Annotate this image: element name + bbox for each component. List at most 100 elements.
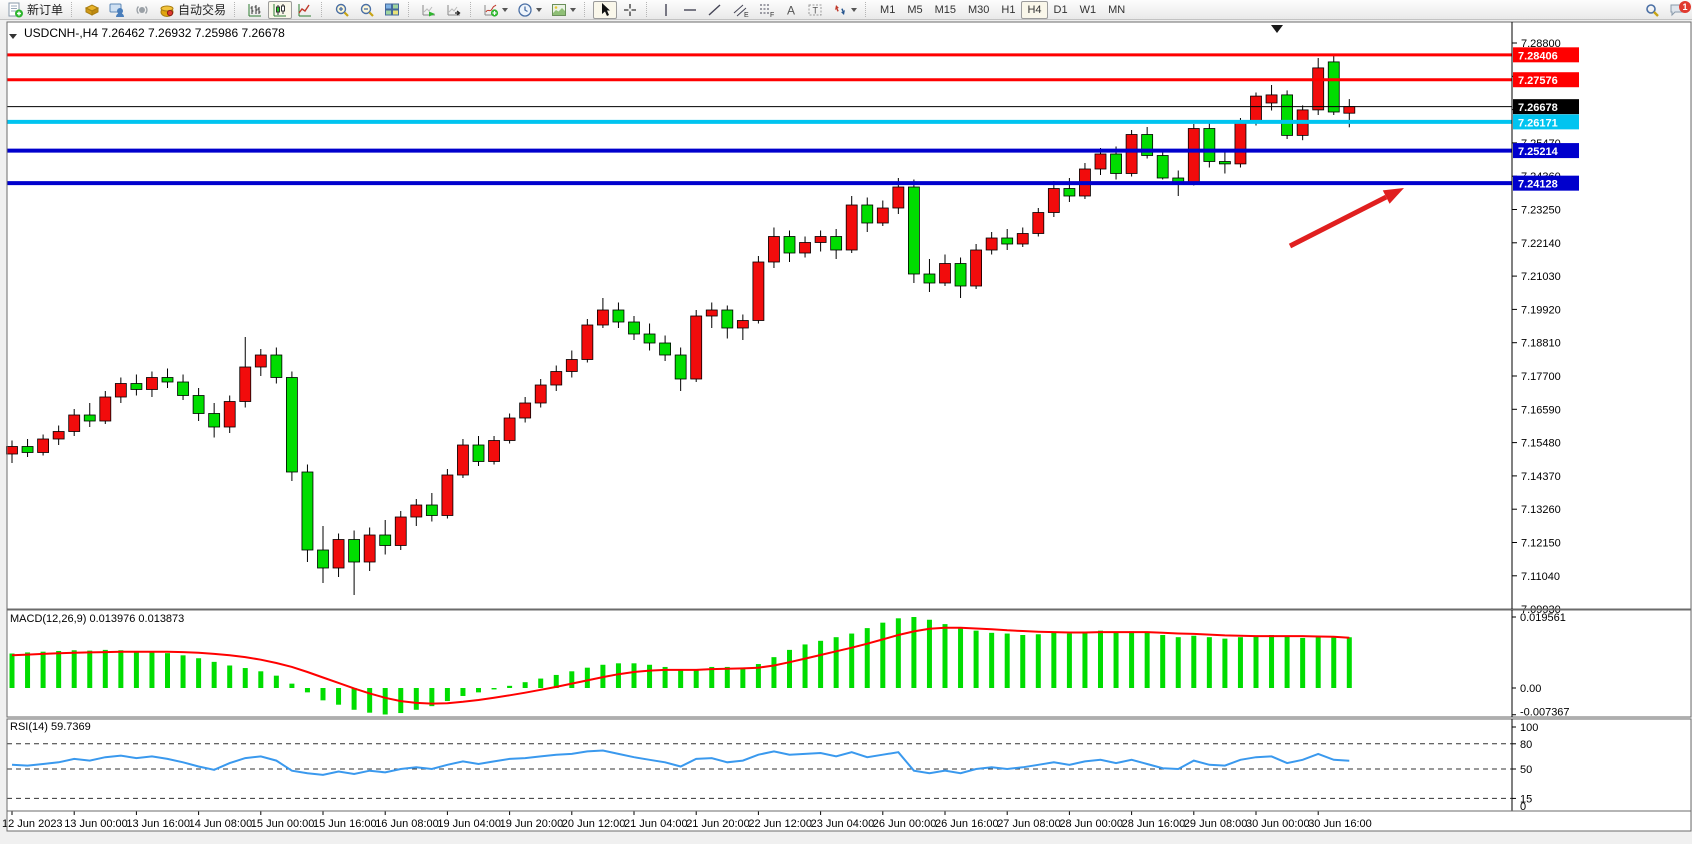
timeframe-M15[interactable]: M15 bbox=[929, 1, 962, 19]
candle bbox=[270, 354, 283, 378]
timeframe-M1[interactable]: M1 bbox=[874, 1, 901, 19]
candle bbox=[1343, 106, 1356, 114]
candle bbox=[939, 263, 951, 284]
vertical-line-tool-button[interactable] bbox=[655, 1, 677, 19]
autotrading-button[interactable]: 自动交易 bbox=[155, 1, 230, 19]
toolbar-separator bbox=[234, 2, 239, 17]
candle bbox=[1063, 188, 1076, 197]
svg-text:23 Jun 04:00: 23 Jun 04:00 bbox=[811, 818, 875, 830]
chart-shift-icon bbox=[447, 4, 461, 16]
signals-button[interactable] bbox=[130, 1, 154, 19]
candle bbox=[674, 354, 687, 380]
timeframe-M5[interactable]: M5 bbox=[901, 1, 928, 19]
chart-title: USDCNH-,H4 7.26462 7.26932 7.25986 7.266… bbox=[24, 26, 285, 40]
candle bbox=[721, 309, 734, 329]
svg-text:15 Jun 16:00: 15 Jun 16:00 bbox=[313, 818, 377, 830]
zoom-in-button[interactable] bbox=[330, 1, 354, 19]
macd-label: MACD(12,26,9) 0.013976 0.013873 bbox=[10, 613, 185, 625]
timeframe-W1[interactable]: W1 bbox=[1074, 1, 1103, 19]
bar-chart-button[interactable] bbox=[243, 1, 267, 19]
candle bbox=[1110, 153, 1122, 174]
chart-shift-button[interactable] bbox=[442, 1, 466, 19]
arrows-tool-button[interactable] bbox=[828, 1, 861, 19]
candle bbox=[348, 539, 361, 563]
svg-text:7.27576: 7.27576 bbox=[1518, 75, 1558, 87]
market-button[interactable] bbox=[80, 1, 104, 19]
timeframe-H4[interactable]: H4 bbox=[1021, 0, 1048, 19]
candle bbox=[410, 504, 423, 518]
candle bbox=[1281, 94, 1293, 136]
dropdown-arrow-icon bbox=[536, 8, 543, 15]
svg-text:F: F bbox=[770, 12, 774, 18]
svg-text:19 Jun 20:00: 19 Jun 20:00 bbox=[500, 818, 564, 830]
svg-text:7.25214: 7.25214 bbox=[1518, 146, 1559, 158]
cursor-button[interactable] bbox=[593, 0, 618, 19]
fibonacci-icon: F bbox=[760, 4, 774, 18]
candlestick-chart-button[interactable] bbox=[268, 0, 293, 19]
candle bbox=[845, 204, 858, 251]
svg-text:7.26678: 7.26678 bbox=[1518, 102, 1558, 114]
auto-scroll-button[interactable] bbox=[417, 1, 441, 19]
line-chart-button[interactable] bbox=[293, 1, 317, 19]
candle bbox=[659, 342, 671, 356]
candle bbox=[1203, 128, 1216, 162]
fibonacci-tool-button[interactable]: F bbox=[754, 1, 779, 19]
trendline-tool-button[interactable] bbox=[703, 1, 727, 19]
svg-text:14 Jun 08:00: 14 Jun 08:00 bbox=[189, 818, 253, 830]
symbol-collapse-icon[interactable] bbox=[9, 28, 17, 42]
candle bbox=[239, 366, 252, 402]
toolbar-separator bbox=[71, 2, 76, 17]
candle bbox=[954, 263, 967, 287]
crosshair-button[interactable] bbox=[618, 1, 642, 19]
tile-windows-button[interactable] bbox=[380, 1, 404, 19]
candle bbox=[99, 396, 112, 422]
periods-button[interactable] bbox=[513, 1, 546, 19]
indicators-button[interactable] bbox=[479, 1, 512, 19]
svg-text:7.17700: 7.17700 bbox=[1521, 371, 1561, 383]
new-order-label: 新订单 bbox=[27, 3, 64, 17]
candle bbox=[736, 320, 749, 329]
timeframe-D1[interactable]: D1 bbox=[1048, 1, 1074, 19]
price-badge bbox=[1513, 175, 1579, 191]
candle bbox=[503, 417, 516, 441]
text-label-icon: T bbox=[808, 4, 822, 15]
search-button[interactable] bbox=[1640, 1, 1664, 19]
horizontal-line-tool-button[interactable] bbox=[678, 1, 702, 19]
candles bbox=[6, 54, 1356, 595]
new-order-button[interactable]: 新订单 bbox=[3, 1, 67, 19]
timeframe-M30[interactable]: M30 bbox=[962, 1, 995, 19]
timeframe-MN[interactable]: MN bbox=[1102, 1, 1131, 19]
toolbar-separator bbox=[470, 2, 475, 17]
trendline-icon bbox=[708, 3, 721, 16]
chat-button[interactable]: 1 bbox=[1665, 0, 1691, 19]
svg-text:7.26171: 7.26171 bbox=[1518, 117, 1558, 129]
candle bbox=[37, 438, 49, 453]
candle bbox=[892, 186, 905, 209]
community-button[interactable] bbox=[105, 1, 129, 19]
text-label-tool-button[interactable]: T bbox=[803, 1, 827, 19]
dropdown-arrow-icon bbox=[570, 8, 577, 15]
zoom-in-icon bbox=[335, 3, 349, 17]
candlestick-icon bbox=[273, 3, 287, 16]
rsi-label: RSI(14) 59.7369 bbox=[10, 721, 91, 733]
candle bbox=[752, 261, 765, 321]
zoom-out-button[interactable] bbox=[355, 1, 379, 19]
bar-chart-icon bbox=[248, 3, 262, 16]
svg-text:7.28800: 7.28800 bbox=[1521, 38, 1561, 50]
candle bbox=[192, 395, 205, 414]
price-badge bbox=[1513, 72, 1579, 88]
timeframe-H1[interactable]: H1 bbox=[995, 1, 1021, 19]
templates-button[interactable] bbox=[547, 1, 580, 19]
candle bbox=[1187, 128, 1200, 183]
new-order-icon bbox=[8, 2, 23, 17]
arrows-icon bbox=[835, 4, 846, 15]
candle bbox=[472, 444, 485, 462]
candle bbox=[317, 549, 329, 569]
equidistant-channel-icon: E bbox=[733, 4, 749, 18]
equidistant-channel-tool-button[interactable]: E bbox=[728, 1, 753, 19]
svg-text:26 Jun 16:00: 26 Jun 16:00 bbox=[935, 818, 999, 830]
svg-text:0.019561: 0.019561 bbox=[1520, 612, 1566, 624]
svg-text:7.11040: 7.11040 bbox=[1521, 571, 1560, 583]
text-tool-button[interactable]: A bbox=[780, 1, 802, 19]
